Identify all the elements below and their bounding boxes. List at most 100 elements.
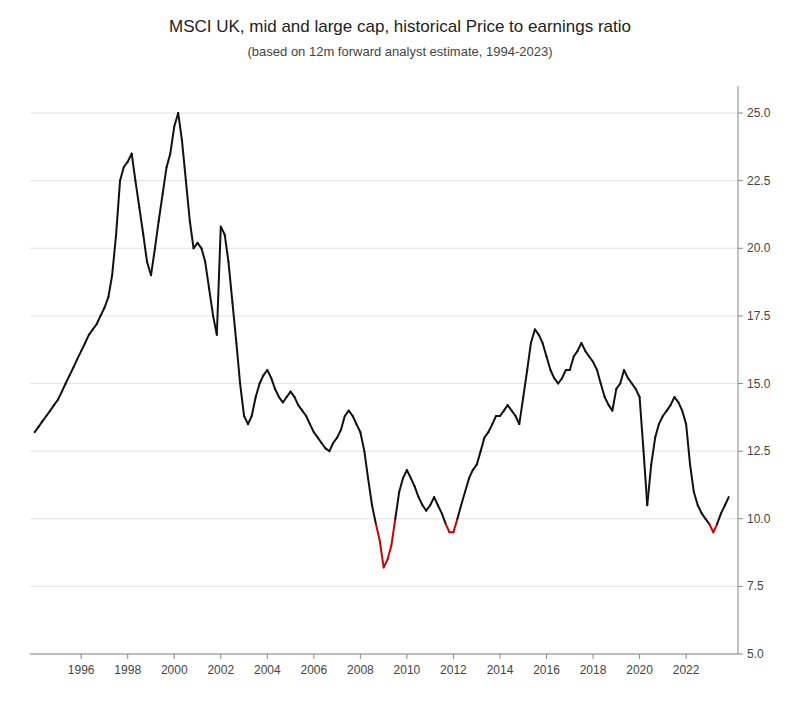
line-segment [655,424,659,438]
x-tick [453,654,454,659]
line-segment [267,370,271,378]
x-tick-label: 2010 [394,663,421,677]
x-tick-label: 2020 [626,663,653,677]
line-segment [58,392,62,400]
line-segment [705,519,709,524]
x-tick [593,654,594,659]
grid-line [30,518,738,519]
line-segment [442,513,446,524]
line-segment [182,140,186,181]
line-segment [232,302,236,343]
line-segment [484,432,488,437]
line-segment [205,262,209,289]
line-segment [403,470,407,478]
line-segment [577,343,581,351]
line-segment [492,416,496,424]
line-segment [620,370,624,384]
line-segment [170,127,174,154]
line-segment [271,378,275,389]
line-segment [457,505,461,519]
line-segment [178,113,182,140]
y-tick [738,248,743,249]
y-tick [738,518,743,519]
line-segment [581,343,585,351]
line-segment [256,384,260,398]
line-segment [124,162,128,167]
y-tick [738,654,743,655]
line-segment [713,524,717,532]
y-tick-label: 15.0 [747,377,771,391]
line-segment [217,227,221,335]
line-segment [663,411,667,416]
line-segment [434,497,438,505]
line-segment [35,427,39,432]
background [0,0,800,704]
line-segment [399,478,403,492]
line-segment [240,384,244,416]
line-segment [302,411,306,416]
grid-line [30,113,738,114]
x-tick [174,654,175,659]
y-tick [738,586,743,587]
line-segment [93,324,97,329]
y-tick-label: 5.0 [747,647,764,661]
line-segment [570,356,574,370]
line-segment [550,370,554,378]
x-tick-label: 2008 [347,663,374,677]
grid-line [30,654,738,655]
x-tick-label: 2014 [487,663,514,677]
line-segment [519,397,523,424]
x-tick-label: 2006 [300,663,327,677]
line-segment [85,335,89,343]
x-tick [686,654,687,659]
x-tick [499,654,500,659]
line-segment [42,416,46,421]
line-segment [329,443,333,451]
x-tick [639,654,640,659]
x-tick [81,654,82,659]
line-segment [481,438,485,452]
line-segment [628,378,632,383]
line-segment [112,235,116,276]
line-segment [54,400,58,405]
line-segment [624,370,628,378]
line-segment [411,478,415,486]
line-segment [543,343,547,357]
x-tick [406,654,407,659]
line-segment [508,405,512,410]
line-segment [512,411,516,416]
line-series [35,113,729,567]
y-tick-label: 7.5 [747,579,764,593]
line-segment [356,424,360,432]
line-segment [686,424,690,465]
line-segment [120,167,124,181]
x-tick [267,654,268,659]
line-segment [391,519,395,546]
line-segment [461,492,465,506]
line-segment [644,451,648,505]
x-tick-label: 1996 [68,663,95,677]
line-segment [651,438,655,465]
line-segment [314,432,318,437]
y-tick [738,451,743,452]
x-tick [127,654,128,659]
grid-line [30,315,738,316]
line-segment [341,416,345,430]
line-segment [163,167,167,194]
line-segment [252,397,256,416]
line-segment [349,411,353,416]
line-segment [360,432,364,451]
line-segment [295,397,299,405]
line-segment [446,524,450,532]
line-segment [209,289,213,316]
line-segment [419,497,423,505]
line-segment [89,329,93,334]
x-tick-label: 2016 [533,663,560,677]
x-tick [360,654,361,659]
grid-line [30,586,738,587]
line-segment [139,208,143,235]
x-tick [313,654,314,659]
line-segment [407,470,411,478]
line-segment [353,416,357,424]
line-segment [531,329,535,343]
